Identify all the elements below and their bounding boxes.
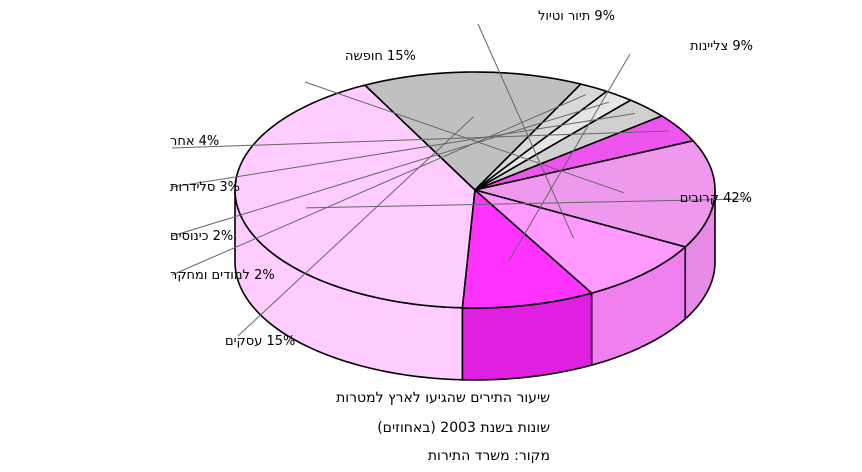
slice-label: 15% עסקים [225, 334, 295, 349]
chart-caption-line-3: מקור: משרד התירות [427, 448, 550, 464]
pie-slice [474, 83, 608, 191]
pie-sides [234, 189, 716, 381]
leader-line [171, 113, 635, 188]
slice-label: 3% סלידרות [170, 180, 240, 195]
slice-label: 2% למודים ומחקר [170, 268, 275, 283]
pie-labels: 42% קרובים 15% עסקים 2% למודים ומחקר 2% כינ… [170, 9, 753, 349]
leader-line [171, 130, 669, 149]
pie-slice [474, 99, 663, 191]
pie-slice [474, 115, 694, 191]
pie-slice [474, 140, 716, 248]
leader-line [477, 23, 575, 239]
leader-line [304, 81, 624, 194]
leader-line [306, 198, 749, 209]
leader-line [171, 101, 610, 237]
leader-line [508, 53, 631, 262]
chart-caption-line-2: שונות בשנת 2003 (באחוזים) [377, 420, 550, 436]
leader-line [171, 94, 586, 276]
pie-slice [474, 189, 687, 294]
slice-label: 2% כינוסים [170, 229, 233, 244]
pie-top [234, 71, 716, 309]
pie-slice [364, 71, 582, 191]
slice-label: 9% צליינות [690, 39, 753, 54]
slice-label: 42% קרובים [680, 191, 752, 206]
slice-label: 9% תיור וטיול [538, 9, 615, 24]
slice-label: 4% אחר [170, 134, 219, 149]
slice-label: 15% חופשה [345, 49, 416, 64]
pie-slice [461, 189, 593, 309]
leader-line [237, 116, 474, 337]
chart-caption-line-1: שיעור התירים שהגיעו לארץ למטרות [336, 390, 550, 406]
